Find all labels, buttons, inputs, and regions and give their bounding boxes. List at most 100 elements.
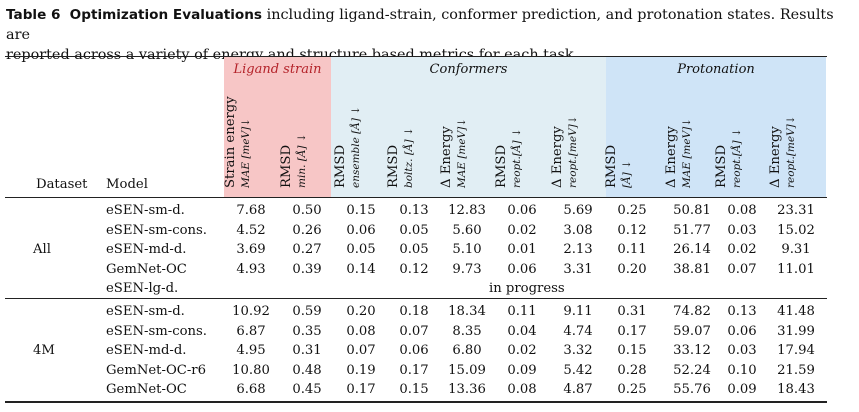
cell-proton-rmsd: 0.25: [617, 382, 647, 398]
col-header-main: RMSD: [279, 144, 294, 188]
group-conformers: Conformers: [429, 62, 508, 77]
protonation-band: [606, 57, 826, 197]
col-header-main: Strain energy: [223, 96, 238, 188]
cell-rmsd-ensemble: 0.08: [346, 323, 376, 339]
cell-proton-rmsd-reopt: 0.03: [727, 343, 757, 359]
model-name: eSEN-sm-d.: [106, 304, 185, 319]
cell-strain-energy: 4.52: [236, 222, 266, 238]
cell-delta-energy-reopt: 5.42: [563, 362, 593, 378]
cell-proton-delta-energy-reopt: 21.59: [777, 362, 815, 378]
cell-rmsd-min: 0.27: [292, 242, 322, 258]
bottom-rule: [5, 401, 827, 403]
cell-proton-delta-energy-reopt: 41.48: [777, 304, 815, 319]
model-name: eSEN-sm-d.: [106, 203, 185, 218]
cell-rmsd-min: 0.59: [292, 304, 322, 319]
cell-proton-delta-energy-reopt: 18.43: [777, 382, 815, 398]
cell-rmsd-min: 0.48: [292, 362, 322, 378]
cell-rmsd-boltz: 0.05: [399, 222, 429, 238]
cell-proton-rmsd: 0.31: [617, 304, 647, 319]
cell-rmsd-ensemble: 0.05: [346, 242, 376, 258]
cell-delta-energy-reopt: 2.13: [563, 242, 593, 258]
col-header-main: Δ Energy: [664, 126, 679, 188]
cell-rmsd-boltz: 0.13: [399, 203, 429, 218]
cell-delta-energy-reopt: 4.87: [563, 382, 593, 398]
cell-rmsd-ensemble: 0.15: [346, 203, 376, 218]
model-name: GemNet-OC-r6: [106, 362, 206, 378]
header-dataset: Dataset: [36, 177, 88, 192]
cell-rmsd-reopt: 0.02: [507, 343, 537, 359]
col-header-main: RMSD: [714, 144, 729, 188]
col-header-sub: MAE [meV]↓: [456, 117, 468, 188]
table-caption: Table 6 Optimization Evaluations includi…: [6, 5, 856, 65]
col-header-sub: reopt.[meV]↓: [785, 115, 797, 188]
cell-strain-energy: 7.68: [236, 203, 266, 218]
cell-proton-delta-energy-mae: 51.77: [673, 222, 711, 238]
cell-proton-rmsd-reopt: 0.02: [727, 242, 757, 258]
header-model: Model: [106, 177, 148, 192]
cell-proton-delta-energy-mae: 33.12: [673, 343, 711, 359]
model-name: eSEN-lg-d.: [106, 281, 179, 297]
cell-delta-energy-reopt: 3.31: [563, 261, 593, 277]
caption-text-1: including ligand-strain, conformer predi…: [6, 7, 834, 43]
cell-proton-delta-energy-mae: 26.14: [673, 242, 711, 258]
col-header-sub: boltz. [Å] ↓: [403, 127, 415, 188]
cell-rmsd-reopt: 0.11: [507, 304, 537, 319]
table-title: Optimization Evaluations: [69, 7, 263, 23]
cell-delta-energy-mae: 15.09: [448, 362, 486, 378]
cell-delta-energy-mae: 9.73: [452, 261, 482, 277]
cell-proton-delta-energy-mae: 74.82: [673, 304, 711, 319]
group-protonation: Protonation: [677, 62, 755, 77]
col-header-main: RMSD: [386, 144, 401, 188]
col-header-main: RMSD: [333, 144, 348, 188]
cell-rmsd-min: 0.31: [292, 343, 322, 359]
cell-strain-energy: 10.80: [232, 362, 270, 378]
cell-strain-energy: 4.95: [236, 343, 266, 359]
cell-proton-delta-energy-reopt: 23.31: [777, 203, 815, 218]
cell-proton-delta-energy-mae: 55.76: [673, 382, 711, 398]
cell-proton-delta-energy-reopt: 11.01: [777, 261, 815, 277]
cell-delta-energy-mae: 18.34: [448, 304, 486, 319]
in-progress-note: in progress: [489, 281, 565, 297]
cell-rmsd-boltz: 0.05: [399, 242, 429, 258]
cell-proton-delta-energy-reopt: 17.94: [777, 343, 815, 359]
cell-rmsd-reopt: 0.08: [507, 382, 537, 398]
cell-proton-rmsd-reopt: 0.03: [727, 222, 757, 238]
col-header-sub: ensemble [Å] ↓: [350, 105, 362, 188]
col-header-sub: MAE [meV]↓: [681, 117, 693, 188]
col-header-main: RMSD: [604, 144, 619, 188]
col-header-main: Δ Energy: [439, 126, 454, 188]
col-header-sub: reopt.[meV]↓: [567, 115, 579, 188]
cell-rmsd-boltz: 0.18: [399, 304, 429, 319]
cell-rmsd-boltz: 0.07: [399, 323, 429, 339]
cell-rmsd-boltz: 0.12: [399, 261, 429, 277]
col-header-sub: MAE [meV]↓: [240, 117, 252, 188]
cell-rmsd-reopt: 0.09: [507, 362, 537, 378]
col-header-main: RMSD: [494, 144, 509, 188]
cell-strain-energy: 10.92: [232, 304, 270, 319]
cell-delta-energy-mae: 5.60: [452, 222, 482, 238]
cell-delta-energy-reopt: 3.32: [563, 343, 593, 359]
cell-proton-rmsd-reopt: 0.08: [727, 203, 757, 218]
cell-proton-rmsd: 0.28: [617, 362, 647, 378]
cell-delta-energy-mae: 13.36: [448, 382, 486, 398]
cell-delta-energy-reopt: 9.11: [563, 304, 593, 319]
cell-rmsd-reopt: 0.04: [507, 323, 537, 339]
cell-proton-rmsd: 0.12: [617, 222, 647, 238]
cell-proton-delta-energy-reopt: 15.02: [777, 222, 815, 238]
cell-proton-rmsd-reopt: 0.06: [727, 323, 757, 339]
dataset-label: All: [33, 242, 51, 258]
model-name: eSEN-sm-cons.: [106, 323, 207, 339]
col-header-main: Δ Energy: [550, 126, 565, 188]
cell-rmsd-reopt: 0.02: [507, 222, 537, 238]
cell-rmsd-ensemble: 0.20: [346, 304, 376, 319]
col-header-sub: [Å] ↓: [621, 160, 633, 188]
top-rule: [5, 56, 827, 57]
header-rule: [5, 197, 827, 198]
section-rule: [5, 298, 827, 299]
cell-delta-energy-mae: 12.83: [448, 203, 486, 218]
col-header-sub: min. [Å] ↓: [296, 133, 308, 188]
col-header-sub: reopt.[Å] ↓: [511, 128, 523, 188]
cell-rmsd-boltz: 0.17: [399, 362, 429, 378]
cell-rmsd-boltz: 0.15: [399, 382, 429, 398]
